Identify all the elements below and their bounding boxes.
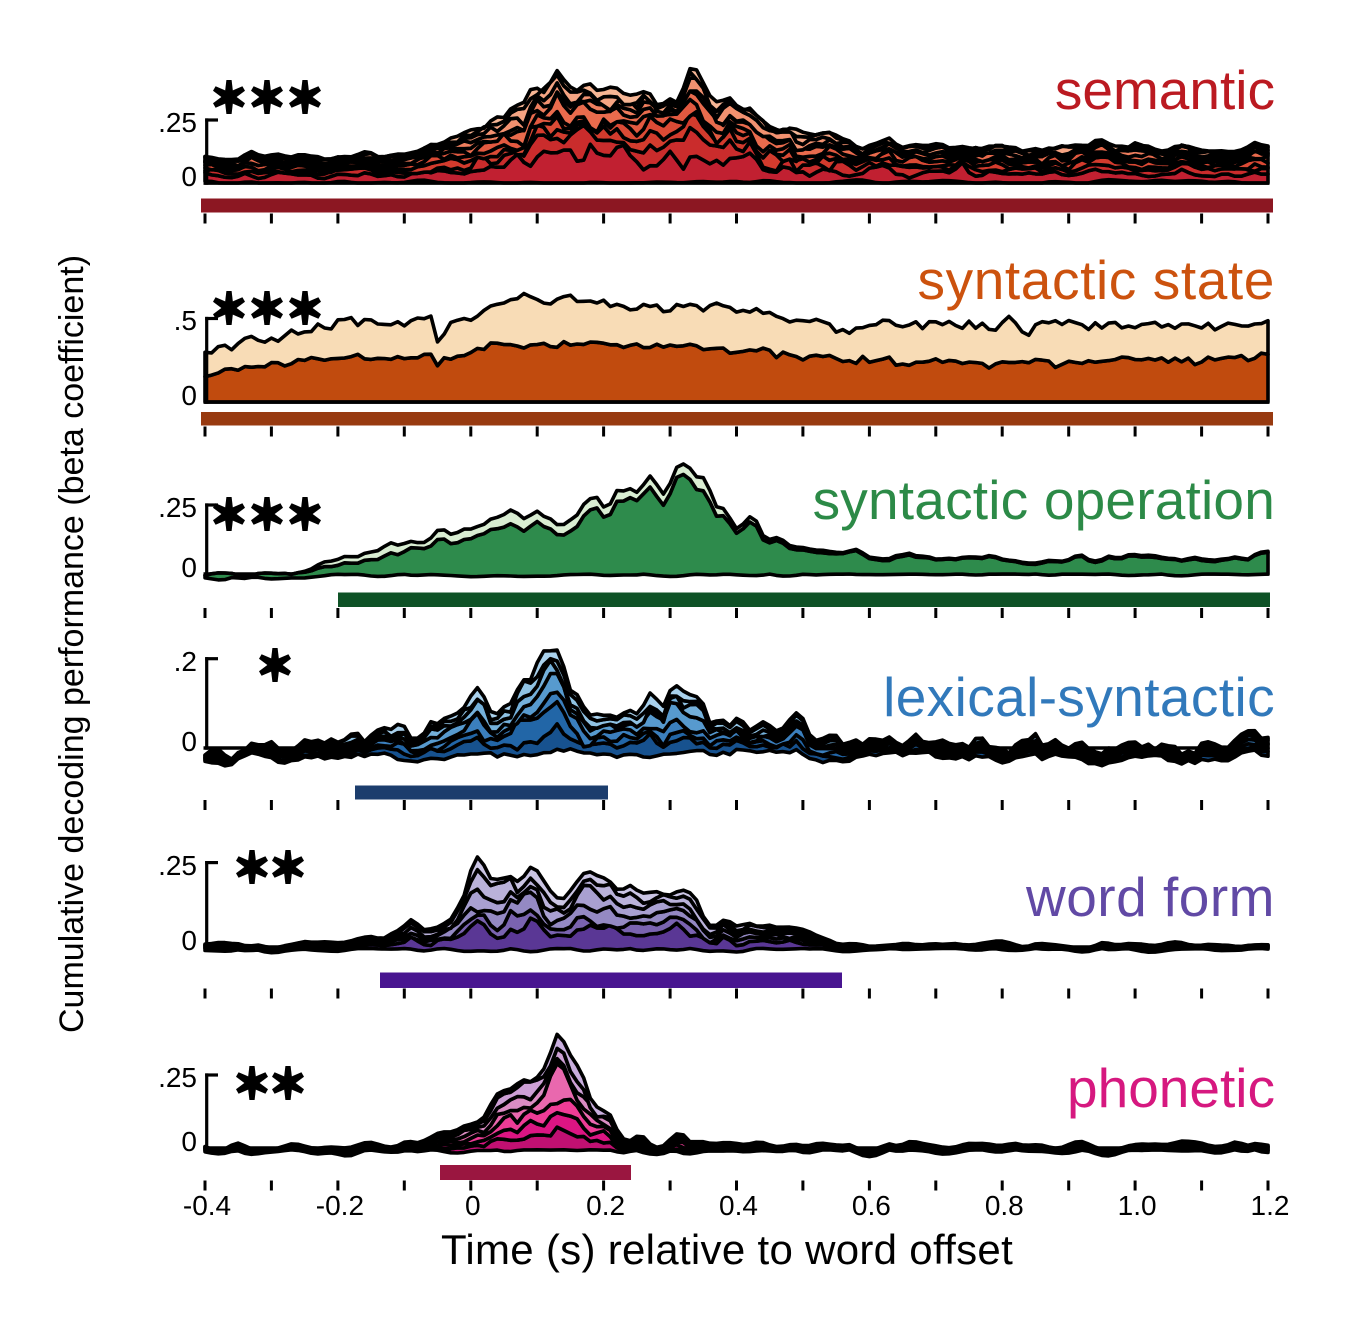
svg-text:.25: .25 bbox=[158, 107, 197, 138]
svg-text:Time (s) relative to word offs: Time (s) relative to word offset bbox=[441, 1226, 1013, 1273]
svg-text:0: 0 bbox=[181, 726, 197, 757]
svg-text:-0.4: -0.4 bbox=[183, 1190, 231, 1221]
svg-text:Cumulative decoding performanc: Cumulative decoding performance (beta co… bbox=[53, 255, 91, 1033]
svg-text:0.4: 0.4 bbox=[719, 1190, 758, 1221]
svg-text:0: 0 bbox=[181, 552, 197, 583]
svg-text:0.2: 0.2 bbox=[586, 1190, 625, 1221]
svg-text:0: 0 bbox=[465, 1190, 481, 1221]
svg-text:phonetic: phonetic bbox=[1067, 1057, 1275, 1119]
svg-text:0: 0 bbox=[181, 161, 197, 192]
svg-text:0: 0 bbox=[181, 380, 197, 411]
svg-text:semantic: semantic bbox=[1055, 59, 1275, 121]
svg-text:.5: .5 bbox=[174, 305, 197, 336]
svg-text:0: 0 bbox=[181, 925, 197, 956]
svg-text:syntactic operation: syntactic operation bbox=[813, 469, 1275, 531]
svg-text:-0.2: -0.2 bbox=[316, 1190, 364, 1221]
svg-text:.25: .25 bbox=[158, 1062, 197, 1093]
svg-text:lexical-syntactic: lexical-syntactic bbox=[883, 666, 1275, 728]
svg-text:1.2: 1.2 bbox=[1251, 1190, 1290, 1221]
svg-text:0.6: 0.6 bbox=[852, 1190, 891, 1221]
svg-text:.25: .25 bbox=[158, 492, 197, 523]
svg-text:word form: word form bbox=[1025, 866, 1275, 928]
svg-text:syntactic state: syntactic state bbox=[918, 249, 1275, 311]
svg-text:1.0: 1.0 bbox=[1118, 1190, 1157, 1221]
svg-text:0.8: 0.8 bbox=[985, 1190, 1024, 1221]
svg-text:0: 0 bbox=[181, 1126, 197, 1157]
svg-text:.25: .25 bbox=[158, 850, 197, 881]
svg-text:.2: .2 bbox=[174, 646, 197, 677]
